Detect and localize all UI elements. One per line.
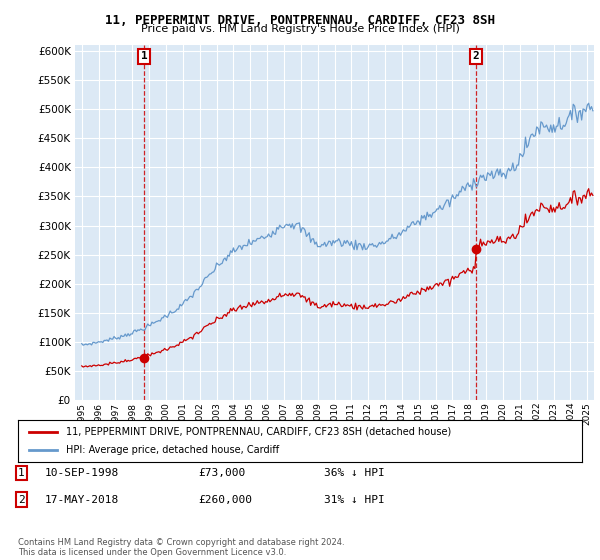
Text: £260,000: £260,000 [198,494,252,505]
Text: 2: 2 [472,52,479,62]
Text: Price paid vs. HM Land Registry's House Price Index (HPI): Price paid vs. HM Land Registry's House … [140,24,460,34]
Text: £73,000: £73,000 [198,468,245,478]
Text: 36% ↓ HPI: 36% ↓ HPI [324,468,385,478]
Text: 11, PEPPERMINT DRIVE, PONTPRENNAU, CARDIFF, CF23 8SH (detached house): 11, PEPPERMINT DRIVE, PONTPRENNAU, CARDI… [66,427,451,437]
Text: 31% ↓ HPI: 31% ↓ HPI [324,494,385,505]
Text: 10-SEP-1998: 10-SEP-1998 [45,468,119,478]
Text: 1: 1 [18,468,25,478]
Text: Contains HM Land Registry data © Crown copyright and database right 2024.
This d: Contains HM Land Registry data © Crown c… [18,538,344,557]
Text: HPI: Average price, detached house, Cardiff: HPI: Average price, detached house, Card… [66,445,279,455]
Text: 17-MAY-2018: 17-MAY-2018 [45,494,119,505]
Text: 1: 1 [141,52,148,62]
Text: 2: 2 [18,494,25,505]
Text: 11, PEPPERMINT DRIVE, PONTPRENNAU, CARDIFF, CF23 8SH: 11, PEPPERMINT DRIVE, PONTPRENNAU, CARDI… [105,14,495,27]
